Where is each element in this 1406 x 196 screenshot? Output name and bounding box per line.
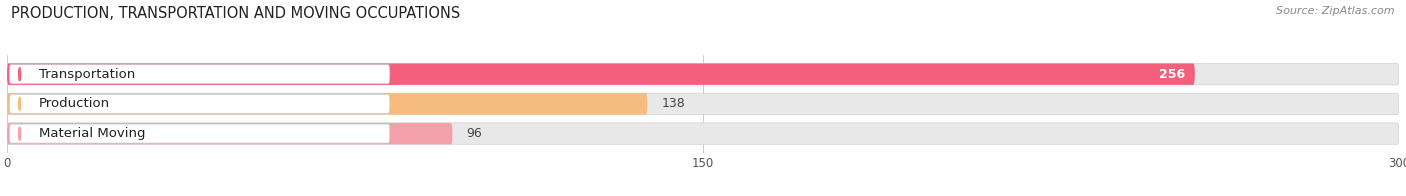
Text: 96: 96	[467, 127, 482, 140]
Text: Production: Production	[39, 97, 110, 110]
FancyBboxPatch shape	[7, 123, 453, 144]
FancyBboxPatch shape	[7, 93, 647, 115]
Text: 138: 138	[661, 97, 685, 110]
FancyBboxPatch shape	[7, 64, 1399, 85]
FancyBboxPatch shape	[10, 124, 389, 143]
Text: PRODUCTION, TRANSPORTATION AND MOVING OCCUPATIONS: PRODUCTION, TRANSPORTATION AND MOVING OC…	[11, 6, 461, 21]
Circle shape	[18, 127, 21, 140]
FancyBboxPatch shape	[10, 94, 389, 113]
FancyBboxPatch shape	[7, 123, 1399, 144]
FancyBboxPatch shape	[7, 93, 1399, 115]
Circle shape	[18, 97, 21, 110]
Text: Material Moving: Material Moving	[39, 127, 146, 140]
Text: Source: ZipAtlas.com: Source: ZipAtlas.com	[1277, 6, 1395, 16]
Text: Transportation: Transportation	[39, 68, 135, 81]
Text: 256: 256	[1160, 68, 1185, 81]
Circle shape	[18, 68, 21, 81]
FancyBboxPatch shape	[7, 64, 1195, 85]
FancyBboxPatch shape	[10, 65, 389, 84]
